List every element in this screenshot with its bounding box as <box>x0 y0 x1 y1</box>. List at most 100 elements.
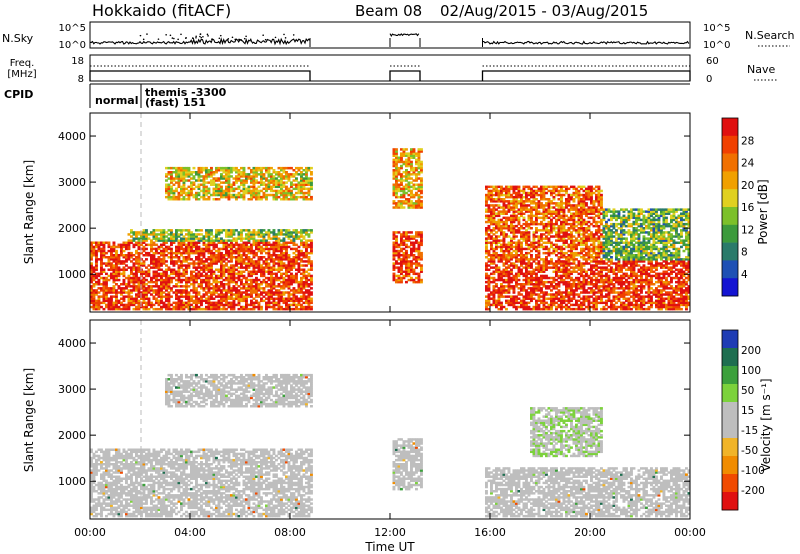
heatmap-cell <box>195 293 198 296</box>
heatmap-cell <box>502 264 506 267</box>
heatmap-cell <box>217 270 221 273</box>
heatmap-cell <box>547 212 551 215</box>
heatmap-cell <box>245 235 248 238</box>
heatmap-cell <box>277 166 281 170</box>
heatmap-cell <box>177 247 181 251</box>
heatmap-cell <box>205 169 208 172</box>
heatmap-cell <box>407 189 411 193</box>
heatmap-cell <box>507 206 511 209</box>
heatmap-cell <box>505 299 508 303</box>
heatmap-cell <box>405 266 408 269</box>
heatmap-cell <box>95 289 98 292</box>
heatmap-cell <box>552 224 556 228</box>
heatmap-cell <box>415 280 418 284</box>
heatmap-cell <box>395 195 398 199</box>
heatmap-cell <box>495 268 498 271</box>
heatmap-cell <box>270 270 273 273</box>
heatmap-cell <box>295 268 298 271</box>
heatmap-cell <box>202 293 206 296</box>
heatmap-cell <box>120 297 123 300</box>
heatmap-cell <box>522 295 526 298</box>
heatmap-cell <box>560 206 563 209</box>
heatmap-cell <box>157 307 161 311</box>
nsky-tick-top: 10^5 <box>59 23 86 34</box>
heatmap-cell <box>160 258 163 261</box>
heatmap-cell <box>505 258 508 261</box>
heatmap-cell <box>187 243 191 247</box>
heatmap-cell <box>307 297 311 300</box>
heatmap-cell <box>520 251 523 255</box>
heatmap-cell <box>515 299 518 303</box>
heatmap-cell <box>282 245 286 249</box>
heatmap-cell <box>145 266 148 269</box>
heatmap-cell <box>540 266 543 269</box>
heatmap-cell <box>412 241 416 244</box>
heatmap-cell <box>527 200 531 203</box>
heatmap-cell <box>225 254 228 257</box>
heatmap-cell <box>537 297 541 300</box>
heatmap-cell <box>170 191 173 195</box>
heatmap-cell <box>395 181 398 184</box>
heatmap-cell <box>410 181 413 184</box>
heatmap-cell <box>487 299 491 303</box>
heatmap-cell <box>297 237 301 240</box>
heatmap-cell <box>227 235 231 238</box>
heatmap-cell <box>400 280 403 284</box>
heatmap-cell <box>525 278 528 282</box>
heatmap-cell <box>260 181 263 184</box>
heatmap-cell <box>300 295 303 298</box>
heatmap-cell <box>417 249 421 253</box>
heatmap-cell <box>152 276 156 280</box>
heatmap-cell <box>147 299 151 303</box>
heatmap-cell <box>525 295 528 298</box>
heatmap-cell <box>230 187 233 191</box>
heatmap-cell <box>167 297 171 300</box>
heatmap-cell <box>402 202 406 205</box>
heatmap-cell <box>552 278 556 282</box>
heatmap-cell <box>500 243 503 247</box>
heatmap-cell <box>197 191 201 195</box>
heatmap-cell <box>500 283 503 286</box>
heatmap-cell <box>277 237 281 240</box>
heatmap-cell <box>165 283 168 286</box>
heatmap-cell <box>250 193 253 197</box>
heatmap-cell <box>497 299 501 303</box>
heatmap-cell <box>492 278 496 282</box>
heatmap-cell <box>237 235 241 238</box>
heatmap-cell <box>152 291 156 294</box>
freq-tick-bottom: 8 <box>78 74 84 85</box>
nsearch-point <box>262 34 264 37</box>
heatmap-cell <box>527 276 531 280</box>
heatmap-cell <box>507 193 511 197</box>
heatmap-cell <box>260 195 263 199</box>
heatmap-cell <box>522 287 526 290</box>
heatmap-cell <box>210 283 213 286</box>
heatmap-cell <box>310 287 313 290</box>
heatmap-cell <box>415 256 418 259</box>
heatmap-cell <box>192 235 196 238</box>
heatmap-cell <box>297 254 301 257</box>
heatmap-cell <box>392 148 396 151</box>
heatmap-cell <box>252 229 256 232</box>
heatmap-cell <box>537 278 541 282</box>
heatmap-cell <box>222 283 226 286</box>
heatmap-cell <box>200 287 203 290</box>
heatmap-cell <box>287 173 291 176</box>
heatmap-cell <box>307 303 311 307</box>
heatmap-cell <box>495 198 498 201</box>
heatmap-cell <box>145 297 148 300</box>
heatmap-cell <box>282 237 286 240</box>
heatmap-cell <box>402 179 406 182</box>
heatmap-cell <box>145 278 148 282</box>
heatmap-cell <box>202 177 206 180</box>
heatmap-cell <box>270 166 273 170</box>
heatmap-cell <box>155 239 158 242</box>
heatmap-cell <box>247 264 251 267</box>
heatmap-cell <box>505 301 508 305</box>
heatmap-cell <box>190 183 193 186</box>
heatmap-cell <box>530 208 533 211</box>
heatmap-cell <box>560 297 563 300</box>
heatmap-cell <box>297 307 301 311</box>
heatmap-cell <box>537 285 541 288</box>
heatmap-cell <box>117 266 121 269</box>
